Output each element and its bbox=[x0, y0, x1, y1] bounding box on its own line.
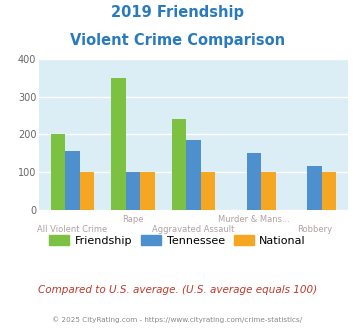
Text: Aggravated Assault: Aggravated Assault bbox=[152, 225, 235, 234]
Bar bbox=[261, 172, 276, 210]
Text: 2019 Friendship: 2019 Friendship bbox=[111, 5, 244, 20]
Bar bbox=[307, 166, 322, 210]
Bar bbox=[186, 140, 201, 210]
Bar bbox=[80, 172, 94, 210]
Text: © 2025 CityRating.com - https://www.cityrating.com/crime-statistics/: © 2025 CityRating.com - https://www.city… bbox=[53, 317, 302, 323]
Text: Murder & Mans...: Murder & Mans... bbox=[218, 215, 290, 224]
Bar bbox=[322, 172, 337, 210]
Text: Compared to U.S. average. (U.S. average equals 100): Compared to U.S. average. (U.S. average … bbox=[38, 285, 317, 295]
Legend: Friendship, Tennessee, National: Friendship, Tennessee, National bbox=[45, 231, 310, 250]
Text: All Violent Crime: All Violent Crime bbox=[37, 225, 108, 234]
Text: Violent Crime Comparison: Violent Crime Comparison bbox=[70, 33, 285, 48]
Bar bbox=[50, 134, 65, 210]
Bar bbox=[247, 153, 261, 210]
Bar bbox=[111, 78, 126, 210]
Bar bbox=[65, 151, 80, 210]
Text: Robbery: Robbery bbox=[297, 225, 332, 234]
Bar bbox=[172, 119, 186, 210]
Bar bbox=[126, 172, 140, 210]
Text: Rape: Rape bbox=[122, 215, 144, 224]
Bar bbox=[140, 172, 155, 210]
Bar bbox=[201, 172, 215, 210]
